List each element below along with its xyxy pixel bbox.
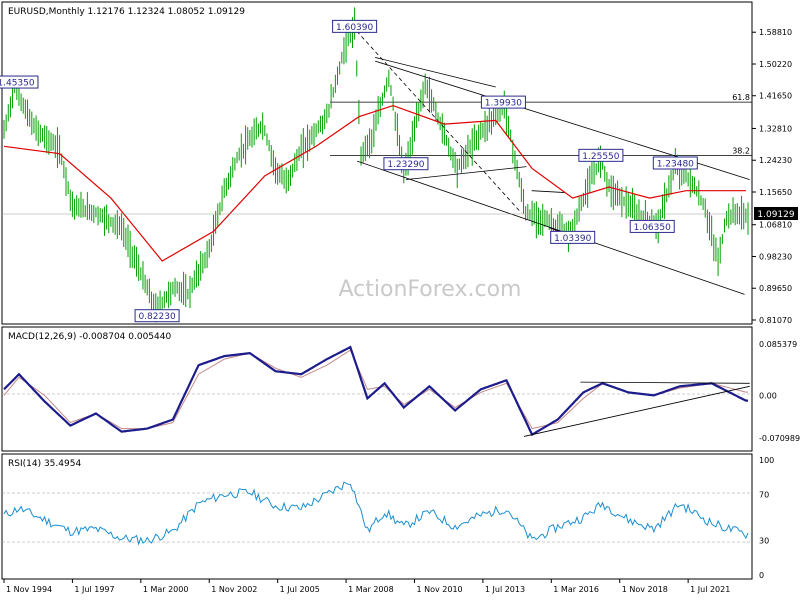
- trendline: [405, 166, 527, 180]
- fibonacci-levels: 61.8 38.2: [330, 93, 752, 156]
- macd-tick-label: 0.00: [759, 391, 777, 400]
- price-tick-label: 0.98230: [759, 252, 792, 261]
- price-tick-label: 0.81070: [759, 316, 792, 325]
- macd-trendline: [523, 385, 750, 437]
- rsi-tick-label: 30: [759, 537, 769, 546]
- macd-tick-label: -0.070989: [759, 434, 800, 443]
- annotation-box: [332, 19, 378, 33]
- annotation-label: 0.82230: [138, 312, 175, 322]
- macd-trendline: [580, 381, 750, 384]
- annotation-label: 1.60390: [336, 23, 373, 33]
- rsi-tick-label: 100: [759, 456, 774, 465]
- annotation-box: [652, 156, 698, 170]
- annotation-box: [629, 219, 675, 233]
- price-tick-label: 1.15650: [759, 188, 792, 197]
- annotation-box: [383, 157, 429, 171]
- trendline: [531, 190, 566, 193]
- annotation-box: [550, 230, 596, 244]
- x-tick-label: 1 Mar 2016: [553, 585, 599, 594]
- x-tick-label: 1 Jul 2013: [485, 585, 525, 594]
- price-tick-label: 1.58810: [759, 28, 792, 37]
- annotation-label: 1.25550: [582, 152, 619, 162]
- macd-line: [3, 345, 748, 437]
- x-tick-label: 1 Nov 1994: [6, 585, 52, 594]
- annotation-label: 1.23480: [657, 160, 694, 170]
- annotation-box: [134, 309, 180, 323]
- rsi-axis-ticks: 100 70 30 0: [759, 456, 774, 580]
- x-tick-label: 1 Nov 2010: [416, 585, 462, 594]
- trendline: [351, 25, 522, 214]
- annotation-box: [578, 148, 624, 162]
- annotation-label: 1.39930: [485, 99, 522, 109]
- annotation-label: 1.23290: [387, 160, 424, 170]
- annotation-label: 1.45350: [0, 79, 35, 89]
- price-axis-ticks: 1.58810 1.50220 1.41650 1.32810 1.24230 1.156…: [752, 28, 792, 325]
- macd-header: MACD(12,26,9) -0.008704 0.005440: [8, 332, 171, 342]
- fib-label: 38.2: [732, 146, 750, 155]
- price-tick-label: 1.50220: [759, 60, 792, 69]
- x-tick-label: 1 Nov 2002: [211, 585, 257, 594]
- x-axis-ticks: 1 Nov 1994 1 Jul 1997 1 Mar 2000 1 Nov 2002…: [3, 579, 730, 594]
- trendline: [357, 160, 745, 295]
- x-tick-label: 1 Jul 2005: [280, 585, 320, 594]
- rsi-line: [3, 481, 749, 546]
- annotation-label: 1.06350: [634, 223, 671, 233]
- price-annotations: 1.45350 0.82230 1.60390 1.23290 1.39930 1.255…: [0, 19, 698, 323]
- macd-axis-ticks: 0.085379 0.00 -0.070989: [759, 340, 800, 443]
- price-bars: [3, 7, 749, 323]
- price-tick-label: 1.41650: [759, 92, 792, 101]
- price-tick-label: 1.06810: [759, 221, 792, 230]
- x-tick-label: 1 Nov 2018: [622, 585, 668, 594]
- macd-tick-label: 0.085379: [759, 340, 797, 349]
- last-price-label: 1.09129: [757, 210, 794, 220]
- price-panel: [1, 1, 753, 325]
- rsi-panel: [1, 453, 753, 580]
- x-tick-label: 1 Jul 1997: [74, 585, 114, 594]
- price-header: EURUSD,Monthly 1.12176 1.12324 1.08052 1…: [8, 7, 245, 17]
- rsi-tick-label: 0: [759, 571, 764, 580]
- x-tick-label: 1 Jul 2021: [690, 585, 730, 594]
- last-price-box: [754, 207, 798, 220]
- fib-label: 61.8: [732, 93, 750, 102]
- trendline: [375, 57, 496, 88]
- price-tick-label: 1.24230: [759, 156, 792, 165]
- macd-trendlines: [523, 381, 750, 437]
- watermark: ActionForex.com: [339, 277, 522, 302]
- price-tick-label: 0.89650: [759, 284, 792, 293]
- rsi-tick-label: 70: [759, 491, 769, 500]
- price-tick-label: 1.32810: [759, 124, 792, 133]
- moving-average-line: [3, 104, 746, 262]
- x-tick-label: 1 Mar 2000: [143, 585, 189, 594]
- rsi-header: RSI(14) 35.4954: [8, 459, 81, 469]
- x-tick-label: 1 Mar 2008: [348, 585, 394, 594]
- annotation-box: [480, 95, 526, 109]
- annotation-label: 1.03390: [554, 234, 591, 244]
- annotation-box: [0, 75, 39, 89]
